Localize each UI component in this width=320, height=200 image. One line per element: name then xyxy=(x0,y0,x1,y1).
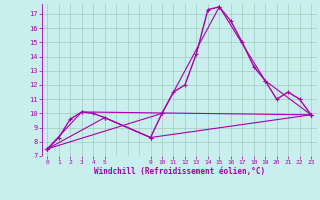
X-axis label: Windchill (Refroidissement éolien,°C): Windchill (Refroidissement éolien,°C) xyxy=(94,167,265,176)
